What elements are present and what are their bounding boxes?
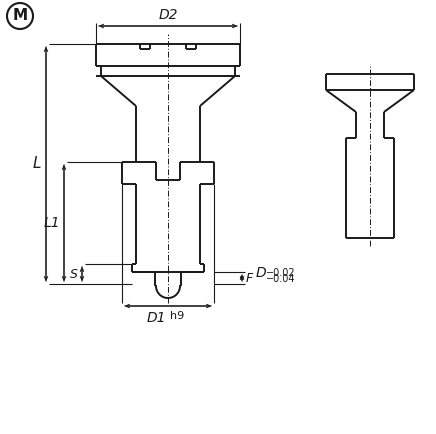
Text: D: D: [256, 266, 267, 280]
Text: F: F: [246, 272, 253, 285]
Text: M: M: [13, 9, 27, 23]
Text: L: L: [33, 157, 41, 171]
Text: −0.04: −0.04: [266, 274, 296, 284]
Text: −0.02: −0.02: [266, 268, 296, 278]
Text: h9: h9: [170, 311, 184, 321]
Text: S: S: [70, 267, 78, 280]
Text: D2: D2: [158, 8, 178, 22]
Text: L1: L1: [43, 216, 60, 230]
Text: D1: D1: [146, 311, 166, 325]
